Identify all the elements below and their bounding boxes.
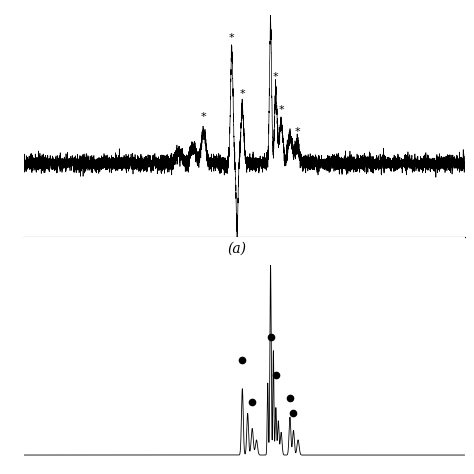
X-axis label: ppm: ppm	[225, 262, 263, 277]
Text: *: *	[239, 89, 245, 99]
Text: *: *	[201, 112, 206, 122]
Text: *: *	[278, 105, 284, 115]
Text: (a): (a)	[228, 242, 246, 256]
Text: *: *	[229, 33, 235, 43]
Text: *: *	[294, 127, 300, 137]
Text: *: *	[273, 72, 279, 82]
